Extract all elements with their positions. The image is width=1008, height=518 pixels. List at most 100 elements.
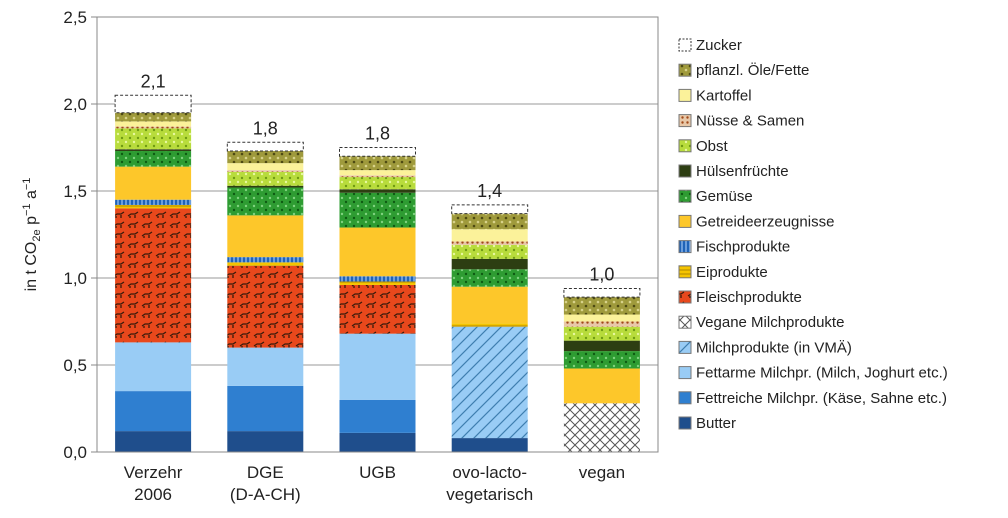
bar-segment (227, 150, 304, 164)
x-category-label: Verzehr (124, 463, 183, 482)
x-category-label: ovo-lacto- (452, 463, 527, 482)
bar-segment (227, 215, 304, 258)
bar-segment (115, 431, 192, 452)
legend-label: Obst (696, 138, 729, 155)
bar-segment (339, 147, 416, 157)
x-category-label: DGE (247, 463, 284, 482)
bar-segment (115, 204, 192, 209)
legend-label: Kartoffel (696, 87, 752, 104)
x-axis-labels: Verzehr 2006 DGE (D-A-CH) UGB ovo-lacto-veget… (124, 463, 625, 504)
legend-label: pflanzl. Öle/Fette (696, 61, 809, 79)
legend-label: Zucker (696, 37, 742, 54)
bar-segment (115, 121, 192, 127)
legend-swatch (678, 240, 692, 254)
bar-segment (115, 149, 192, 151)
legend-swatch (678, 164, 692, 178)
legend-swatch (678, 114, 692, 128)
y-tick-label: 1,5 (63, 182, 87, 201)
bar-total-label: 2,1 (141, 71, 166, 91)
bar-segment (563, 314, 640, 322)
bar-segment (339, 156, 416, 171)
bar-segment (451, 244, 528, 259)
legend-swatch (678, 366, 692, 380)
legend-label: Nüsse & Samen (696, 113, 804, 130)
bars-group (114, 94, 641, 452)
bar-total-label: 1,4 (477, 181, 502, 201)
bar-segment (227, 262, 304, 266)
y-axis-ticks: 0,0 0,5 1,0 1,5 2,0 2,5 (63, 8, 97, 462)
bar-segment (339, 276, 416, 282)
bar-segment (563, 403, 640, 452)
bar-segment (339, 227, 416, 277)
legend: Zucker pflanzl. Öle/Fette Kartoffel Nüsse &… (678, 37, 948, 432)
bar-segment (227, 163, 304, 171)
legend-swatch (678, 189, 692, 203)
total-labels: 2,1 1,8 1,8 1,4 1,0 (141, 71, 615, 284)
bar-segment (339, 170, 416, 176)
legend-label: Butter (696, 415, 736, 432)
bar-segment (227, 257, 304, 263)
y-tick-label: 0,0 (63, 443, 87, 462)
legend-swatch (678, 88, 692, 102)
bar-segment (115, 208, 192, 343)
legend-swatch (678, 63, 692, 77)
bar-segment (563, 368, 640, 404)
bar-segment (339, 399, 416, 433)
bar-segment (115, 199, 192, 205)
bar-segment (114, 94, 192, 114)
legend-label: Fischprodukte (696, 239, 790, 256)
y-tick-label: 2,0 (63, 95, 87, 114)
x-category-label: (D-A-CH) (230, 485, 301, 504)
legend-label: Fettarme Milchpr. (Milch, Joghurt etc.) (696, 365, 948, 382)
bar-segment (451, 323, 528, 327)
bar-segment (226, 141, 304, 152)
bar-segment (451, 438, 528, 452)
x-category-label: vegan (579, 463, 625, 482)
bar-segment (115, 391, 192, 432)
legend-swatch (678, 416, 692, 430)
legend-label: Fleischprodukte (696, 289, 802, 306)
legend-swatch (678, 38, 692, 52)
legend-swatch (678, 391, 692, 405)
plot-frame (96, 16, 659, 453)
bar-segment (227, 187, 304, 216)
legend-label: Vegane Milchprodukte (696, 314, 844, 331)
bar-segment (115, 150, 192, 167)
bar-segment (227, 185, 304, 188)
bar-segment (227, 385, 304, 432)
bar-segment (339, 192, 416, 228)
bar-segment (563, 351, 640, 369)
legend-swatch (678, 290, 692, 304)
bar-segment (227, 171, 304, 186)
legend-label: Hülsenfrüchte (696, 163, 789, 180)
bar-segment (115, 126, 192, 129)
legend-label: Milchprodukte (in VMÄ) (696, 339, 852, 356)
x-category-label: vegetarisch (446, 485, 533, 504)
bar-segment (451, 269, 528, 287)
y-tick-label: 0,5 (63, 356, 87, 375)
bar-segment (451, 326, 528, 439)
bar-segment (115, 166, 192, 200)
bar-segment (339, 281, 416, 285)
x-category-label: UGB (359, 463, 396, 482)
legend-swatch (678, 340, 692, 354)
bar-total-label: 1,8 (253, 118, 278, 138)
x-category-label: 2006 (134, 485, 172, 504)
bar-total-label: 1,8 (365, 124, 390, 144)
legend-label: Fettreiche Milchpr. (Käse, Sahne etc.) (696, 390, 947, 407)
legend-label: Eiprodukte (696, 264, 768, 281)
bar-segment (451, 229, 528, 242)
legend-swatch (678, 139, 692, 153)
bar-segment (339, 432, 416, 452)
bar-segment (339, 284, 416, 334)
bar-total-label: 1,0 (589, 264, 614, 284)
bar-segment (115, 128, 192, 150)
legend-swatch (678, 214, 692, 228)
y-tick-label: 1,0 (63, 269, 87, 288)
bar-segment (451, 204, 529, 215)
legend-swatch (678, 315, 692, 329)
legend-swatch (678, 265, 692, 279)
bar-segment (563, 297, 640, 315)
bar-segment (227, 265, 304, 348)
